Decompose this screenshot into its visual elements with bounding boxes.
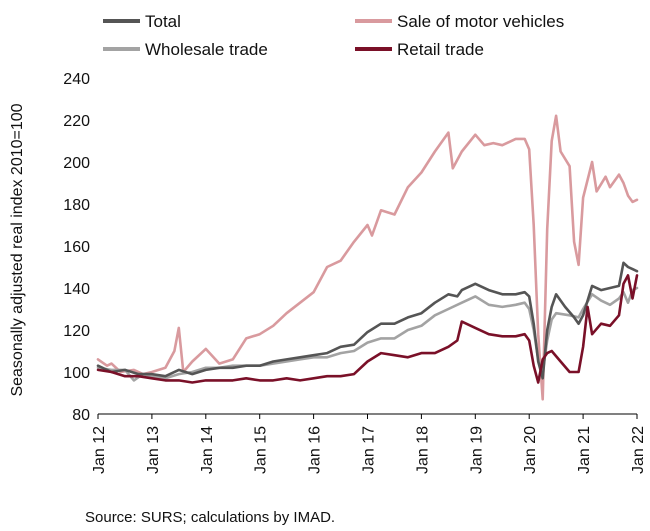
legend-label-sale-of-motor-vehicles: Sale of motor vehicles (397, 12, 564, 31)
y-tick-label: 80 (72, 407, 90, 424)
x-tick-label: Jan 15 (253, 426, 270, 474)
legend-item-total: Total (103, 12, 181, 31)
legend-label-total: Total (145, 12, 181, 31)
y-tick-label: 160 (63, 239, 90, 256)
x-tick-label: Jan 18 (414, 426, 431, 474)
legend-label-wholesale-trade: Wholesale trade (145, 40, 268, 59)
y-tick-label: 240 (63, 71, 90, 88)
y-tick-label: 120 (63, 323, 90, 340)
x-tick-label: Jan 17 (361, 426, 378, 474)
legend: Total Sale of motor vehicles Wholesale t… (103, 12, 564, 59)
x-axis: Jan 12 Jan 13 Jan 14 Jan 15 Jan 16 Jan 17 Jan … (91, 414, 647, 474)
x-tick-label: Jan 13 (145, 426, 162, 474)
x-tick-label: Jan 16 (307, 426, 324, 474)
source-note: Source: SURS; calculations by IMAD. (85, 509, 335, 526)
x-tick-label: Jan 22 (630, 426, 647, 474)
x-tick-label: Jan 21 (576, 426, 593, 474)
x-tick-label: Jan 20 (522, 426, 539, 474)
legend-item-wholesale-trade: Wholesale trade (103, 40, 268, 59)
x-tick-label: Jan 19 (468, 426, 485, 474)
plot-area (96, 114, 639, 401)
legend-item-retail-trade: Retail trade (355, 40, 484, 59)
legend-item-sale-of-motor-vehicles: Sale of motor vehicles (355, 12, 564, 31)
x-tick-label: Jan 14 (199, 426, 216, 474)
series-line-retail-trade (96, 274, 639, 384)
y-axis: 80 100 120 140 160 180 200 220 240 (63, 71, 90, 424)
y-tick-label: 100 (63, 365, 90, 382)
y-tick-label: 180 (63, 197, 90, 214)
series-line-total (96, 261, 639, 380)
legend-label-retail-trade: Retail trade (397, 40, 484, 59)
y-tick-label: 220 (63, 113, 90, 130)
x-tick-label: Jan 12 (91, 426, 108, 474)
y-tick-label: 140 (63, 281, 90, 298)
y-tick-label: 200 (63, 155, 90, 172)
series-line-wholesale-trade (96, 286, 639, 382)
y-axis-label: Seasonally adjusted real index 2010=100 (9, 103, 26, 396)
